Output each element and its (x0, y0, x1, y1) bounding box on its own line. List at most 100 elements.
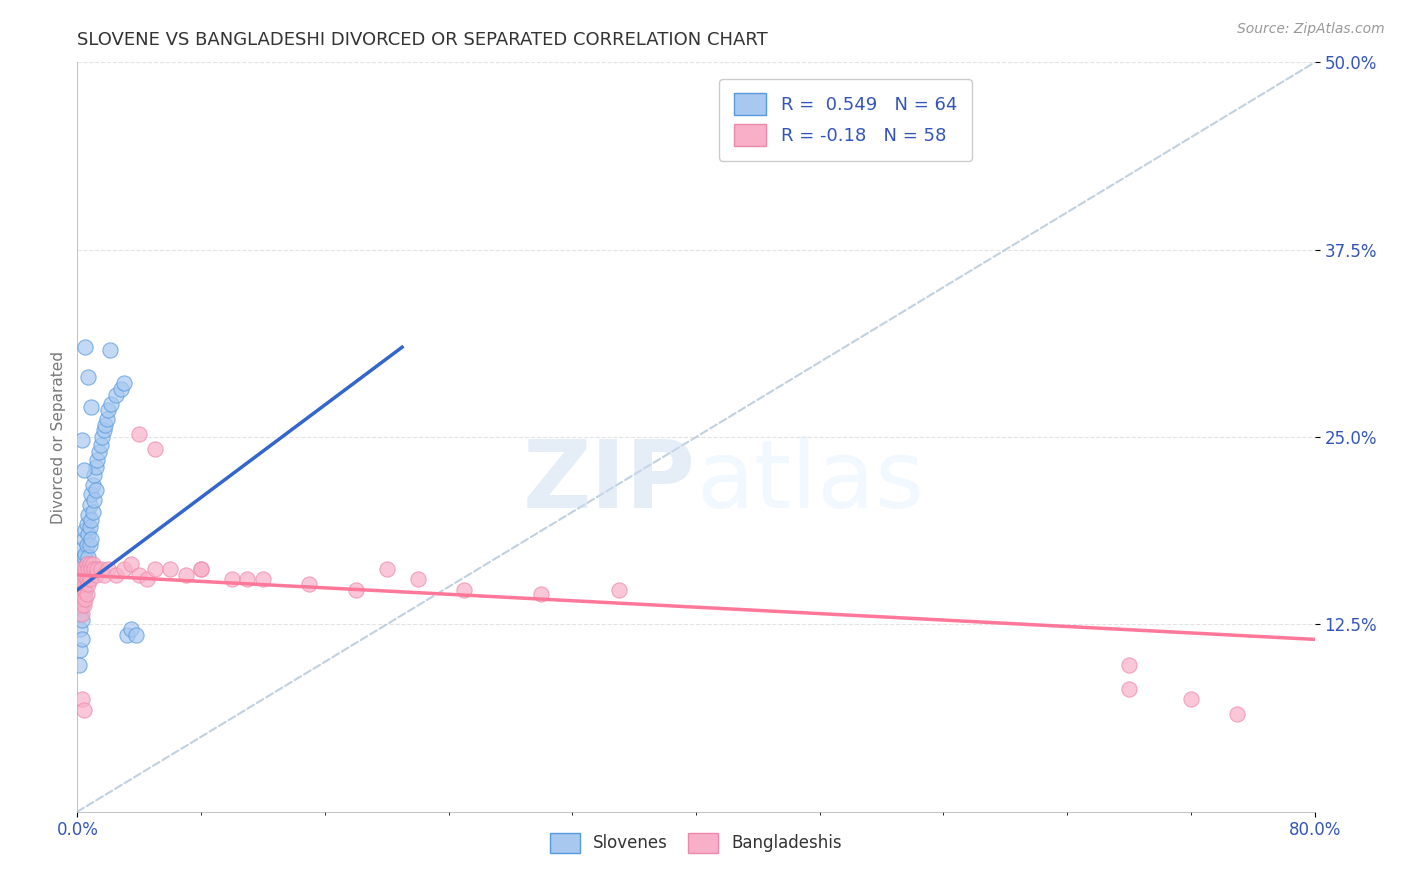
Point (121, 558, 143, 572)
Y-axis label: Divorced or Separated: Divorced or Separated (51, 351, 66, 524)
Point (406, 573, 429, 587)
Point (70, 562, 93, 576)
Point (67, 577, 90, 591)
Point (67, 591, 90, 606)
Point (190, 562, 212, 576)
Point (70, 591, 93, 606)
Point (86, 452, 108, 467)
Point (84, 568, 107, 582)
Point (79, 520, 101, 534)
Point (112, 376, 135, 391)
Point (105, 568, 127, 582)
Point (84, 460, 107, 475)
Point (96, 412, 118, 426)
Point (75, 582, 96, 597)
Point (69, 622, 91, 636)
Point (1180, 692, 1202, 706)
Point (90, 437, 111, 451)
Point (75, 565, 96, 579)
Point (75, 547, 96, 561)
Point (221, 573, 243, 587)
Point (236, 573, 259, 587)
Point (128, 427, 150, 442)
Point (70, 632, 93, 647)
Point (69, 568, 91, 582)
Point (75, 523, 96, 537)
Point (1118, 657, 1140, 672)
Point (70, 613, 93, 627)
Point (93, 423, 115, 437)
Point (70, 577, 93, 591)
Point (97, 562, 120, 576)
Point (100, 397, 122, 411)
Point (69, 587, 91, 601)
Point (252, 573, 274, 587)
Point (298, 577, 321, 591)
Point (72, 598, 94, 612)
Text: SLOVENE VS BANGLADESHI DIVORCED OR SEPARATED CORRELATION CHART: SLOVENE VS BANGLADESHI DIVORCED OR SEPAR… (77, 31, 768, 49)
Point (115, 628, 138, 642)
Point (77, 508, 100, 522)
Point (69, 582, 91, 597)
Point (72, 703, 94, 717)
Point (453, 582, 475, 597)
Point (75, 577, 96, 591)
Point (121, 622, 143, 636)
Point (128, 568, 150, 582)
Point (76, 558, 98, 572)
Point (67, 591, 90, 606)
Point (607, 582, 630, 597)
Point (530, 587, 553, 601)
Point (125, 628, 148, 642)
Text: atlas: atlas (696, 436, 924, 528)
Point (79, 498, 101, 512)
Point (110, 382, 132, 396)
Point (80, 532, 103, 546)
Point (72, 589, 94, 603)
Point (76, 516, 98, 531)
Point (80, 400, 103, 414)
Point (69, 598, 91, 612)
Point (72, 568, 94, 582)
Point (80, 487, 103, 501)
Point (136, 573, 159, 587)
Text: Source: ZipAtlas.com: Source: ZipAtlas.com (1237, 22, 1385, 37)
Point (79, 538, 101, 552)
Point (77, 549, 100, 564)
Point (70, 433, 93, 447)
Point (69, 643, 91, 657)
Point (97, 403, 120, 417)
Point (77, 370, 100, 384)
Point (1118, 681, 1140, 696)
Point (79, 573, 101, 587)
Point (80, 512, 103, 526)
Point (76, 538, 98, 552)
Point (72, 549, 94, 564)
Point (76, 587, 98, 601)
Point (83, 493, 105, 508)
Point (82, 478, 104, 492)
Point (67, 573, 90, 587)
Point (67, 582, 90, 597)
Point (67, 602, 90, 616)
Point (70, 558, 93, 572)
Point (70, 692, 93, 706)
Point (67, 657, 90, 672)
Point (72, 582, 94, 597)
Point (84, 483, 107, 497)
Point (80, 562, 103, 576)
Point (93, 568, 115, 582)
Point (70, 598, 93, 612)
Text: ZIP: ZIP (523, 436, 696, 528)
Point (87, 445, 110, 459)
Point (70, 607, 93, 621)
Point (375, 562, 398, 576)
Point (83, 562, 105, 576)
Point (91, 430, 114, 444)
Point (83, 467, 105, 482)
Point (82, 505, 104, 519)
Point (75, 340, 96, 354)
Legend: Slovenes, Bangladeshis: Slovenes, Bangladeshis (543, 826, 849, 860)
Point (75, 562, 96, 576)
Point (1226, 707, 1249, 722)
